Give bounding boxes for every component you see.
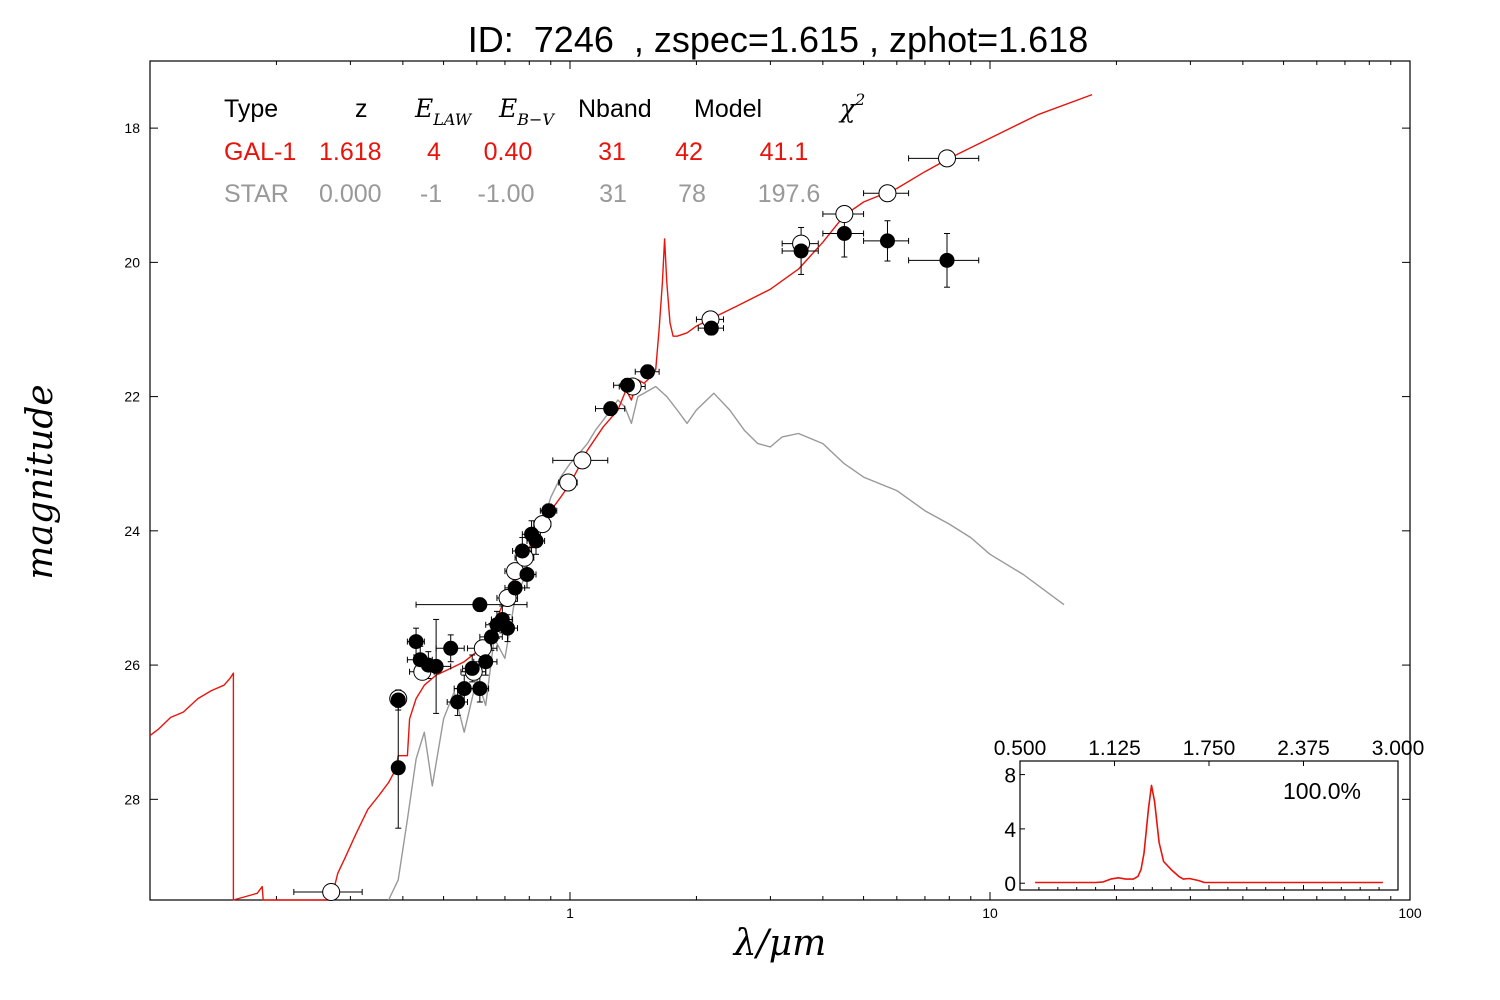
observed-flux-point (836, 225, 852, 241)
x-tick-label: 10 (982, 905, 998, 921)
gal-type: GAL-1 (224, 138, 296, 166)
chart-title: ID: 7246 , zspec=1.615 , zphot=1.618 (468, 19, 1088, 60)
fit-table: Type z ELAW EB−V Nband Model χ2 GAL-1 1.… (224, 90, 865, 208)
table-header-type: Type (224, 95, 278, 123)
star-chi2: 197.6 (758, 180, 821, 208)
x-axis-label: λ/μm (732, 923, 826, 964)
observed-flux-point (939, 252, 955, 268)
model-flux-point (559, 473, 578, 492)
model-flux-point (322, 882, 341, 901)
observed-flux-point (640, 364, 656, 380)
observed-flux-point (528, 533, 544, 549)
y-tick-label: 20 (124, 254, 140, 270)
star-type: STAR (224, 180, 289, 208)
table-header-elaw: ELAW (414, 94, 473, 129)
table-header-chi2: χ2 (838, 90, 865, 123)
observed-flux-point (390, 760, 406, 776)
observed-flux-point (390, 692, 406, 708)
observed-flux-point (443, 640, 459, 656)
star-elaw: -1 (420, 180, 442, 208)
table-header-z: z (355, 95, 368, 123)
observed-flux-point (793, 243, 809, 259)
observed-flux-point (450, 694, 466, 710)
inset-x-tick-label: 2.375 (1277, 737, 1330, 760)
gal-chi2: 41.1 (760, 138, 809, 166)
inset-y-tick-label: 0 (1004, 873, 1016, 896)
error-bars (293, 154, 980, 895)
model-flux-point (533, 515, 552, 534)
gal-nband: 31 (598, 138, 626, 166)
observed-flux-point (456, 681, 472, 697)
inset-x-tick-label: 3.000 (1372, 737, 1425, 760)
observed-flux-point (408, 634, 424, 650)
observed-points (322, 149, 957, 901)
observed-flux-point (472, 597, 488, 613)
observed-flux-point (507, 580, 523, 596)
gal-model: 42 (675, 138, 703, 166)
x-tick-label: 100 (1398, 905, 1422, 921)
observed-flux-point (483, 629, 499, 645)
y-tick-label: 18 (124, 120, 140, 136)
main-plot-frame (149, 60, 1411, 901)
inset-pdf-panel: 0.500 1.125 1.750 2.375 3.000 0 4 8 100.0% (994, 737, 1425, 896)
y-tick-label: 28 (124, 791, 140, 807)
inset-x-tick-label: 0.500 (994, 737, 1047, 760)
star-z: 0.000 (319, 180, 382, 208)
observed-flux-point (603, 401, 619, 417)
gal-z: 1.618 (319, 138, 382, 166)
y-axis-label: magnitude (20, 384, 61, 579)
star-model: 78 (678, 180, 706, 208)
inset-x-tick-label: 1.750 (1183, 737, 1236, 760)
model-flux-point (878, 184, 897, 203)
y-tick-label: 24 (124, 523, 140, 539)
gal-ebv: 0.40 (484, 138, 533, 166)
observed-flux-point (472, 681, 488, 697)
table-header-ebv: EB−V (498, 94, 555, 129)
model-flux-point (573, 451, 592, 470)
y-tick-label: 22 (124, 389, 140, 405)
inset-y-tick-label: 4 (1004, 819, 1016, 842)
observed-flux-point (541, 503, 557, 519)
observed-flux-point (514, 543, 530, 559)
main-axis-ticks: 18 20 22 24 26 28 1 10 100 (124, 61, 1422, 921)
table-header-model: Model (694, 95, 762, 123)
inset-axis-ticks: 0.500 1.125 1.750 2.375 3.000 0 4 8 (994, 737, 1425, 896)
gal-elaw: 4 (427, 138, 441, 166)
star-ebv: -1.00 (478, 180, 535, 208)
model-lines (149, 93, 1093, 901)
inset-annotation: 100.0% (1283, 778, 1361, 804)
observed-flux-point (428, 658, 444, 674)
inset-pdf-line (1035, 784, 1383, 884)
observed-flux-point (500, 620, 516, 636)
model-flux-point (835, 205, 854, 224)
observed-flux-point (478, 654, 494, 670)
observed-flux-point (879, 233, 895, 249)
model-flux-point (938, 149, 957, 168)
observed-flux-point (464, 660, 480, 676)
x-tick-label: 1 (566, 905, 574, 921)
table-header-nband: Nband (578, 95, 652, 123)
inset-frame (1019, 760, 1399, 891)
observed-flux-point (703, 320, 719, 336)
inset-y-tick-label: 8 (1004, 765, 1016, 788)
star-nband: 31 (599, 180, 627, 208)
pdf-z-line (1035, 784, 1383, 884)
y-tick-label: 26 (124, 657, 140, 673)
observed-flux-point (519, 566, 535, 582)
galaxy-model-line (149, 93, 1093, 901)
inset-x-tick-label: 1.125 (1088, 737, 1141, 760)
observed-flux-point (619, 377, 635, 393)
